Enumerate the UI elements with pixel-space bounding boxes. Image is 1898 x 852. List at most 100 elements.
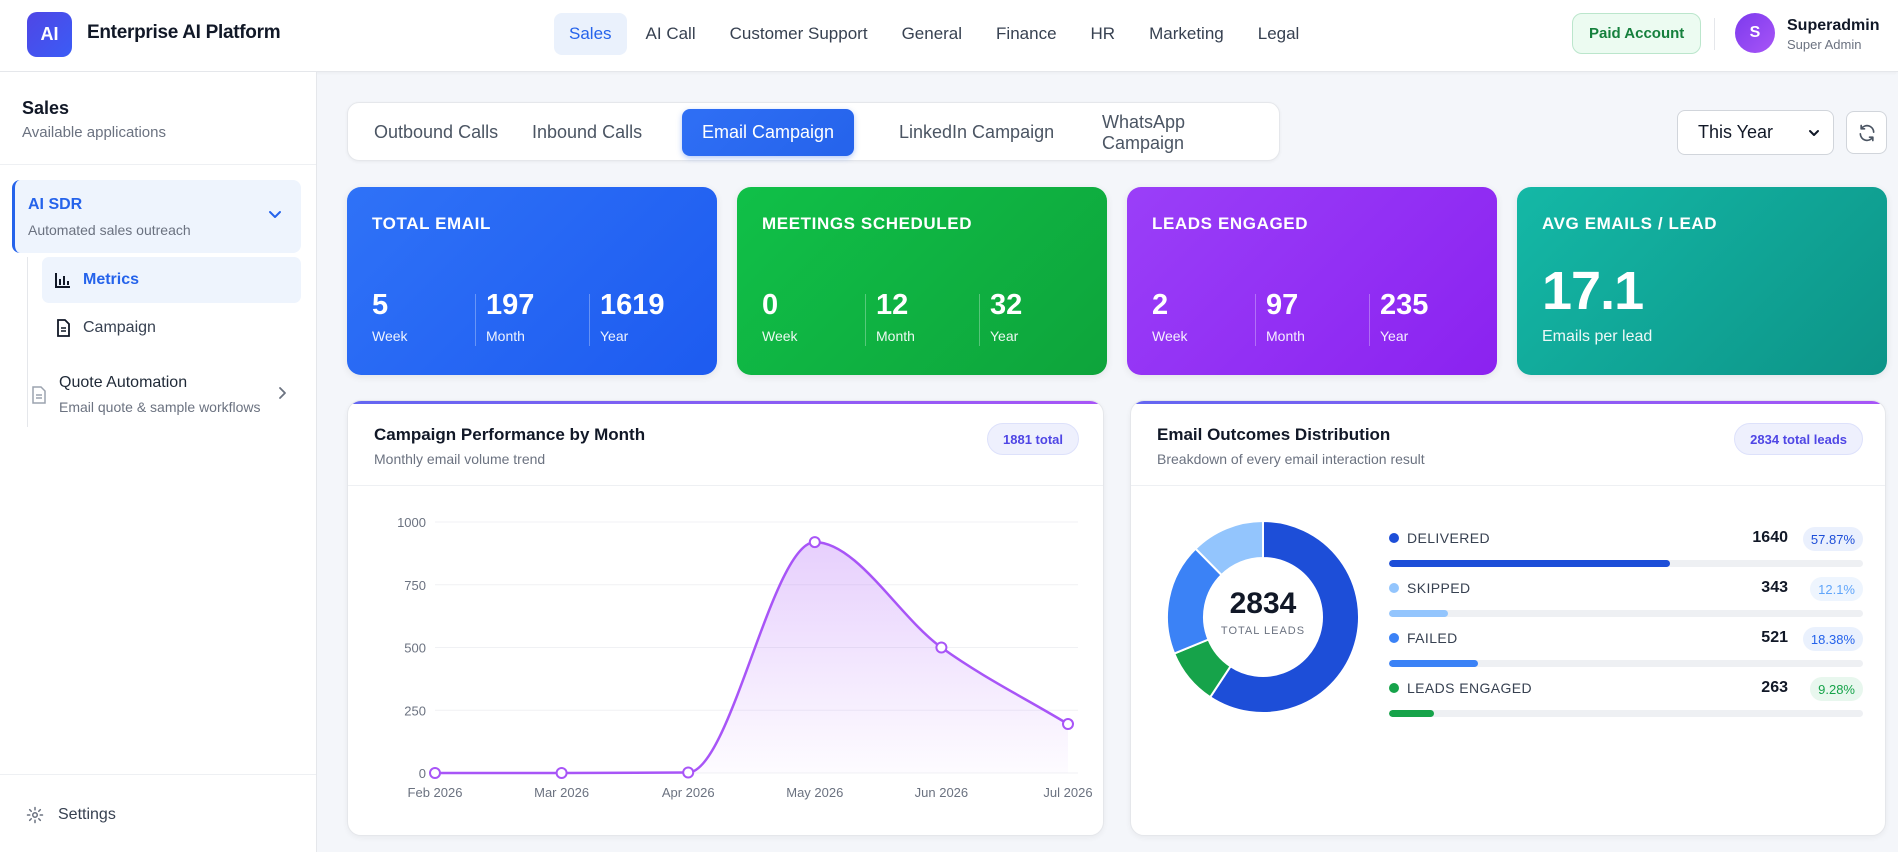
stat-year: 32 Year [990, 289, 1022, 344]
document-icon [32, 386, 46, 404]
x-tick-label: Jul 2026 [1043, 785, 1092, 800]
data-point[interactable] [808, 536, 821, 549]
nav-item-sales[interactable]: Sales [554, 13, 627, 55]
stat-separator [1369, 294, 1370, 346]
settings-link[interactable]: Settings [26, 806, 116, 824]
stat-value: 97 [1266, 289, 1299, 321]
stat-value: 1619 [600, 289, 665, 321]
data-point[interactable] [555, 767, 568, 779]
sidebar-title: Sales [22, 98, 70, 118]
tab-whatsapp-campaign[interactable]: WhatsApp Campaign [1102, 111, 1186, 153]
tab-outbound-calls[interactable]: Outbound Calls [374, 122, 499, 142]
stat-week: 2 Week [1152, 289, 1188, 344]
tree-line [27, 257, 28, 427]
nav-item-finance[interactable]: Finance [996, 24, 1057, 43]
settings-label: Settings [58, 806, 116, 823]
x-tick-label: May 2026 [786, 785, 843, 800]
chevron-right-icon[interactable] [273, 384, 291, 402]
avg-label: Emails per lead [1542, 328, 1653, 345]
nav-item-legal[interactable]: Legal [1257, 24, 1300, 43]
tab-inbound-calls[interactable]: Inbound Calls [532, 122, 643, 142]
sidebar-divider [0, 164, 316, 165]
legend-dot [1389, 533, 1399, 543]
stat-value: 32 [990, 289, 1023, 321]
donut-slice-delivered[interactable] [1208, 519, 1360, 714]
sidebar-app-quote-automation[interactable]: Quote Automation Email quote & sample wo… [27, 362, 301, 424]
donut-center-label: TOTAL LEADS [1220, 625, 1306, 637]
period-select-value: This Year [1698, 122, 1774, 142]
legend-progress-fill [1389, 610, 1448, 617]
panel-accent-line [348, 401, 1103, 404]
chevron-down-icon [1809, 130, 1819, 136]
tab-linkedin-campaign[interactable]: LinkedIn Campaign [899, 122, 1055, 142]
header-divider [1714, 18, 1715, 50]
period-select[interactable]: This Year [1677, 110, 1834, 155]
total-badge: 1881 total [987, 423, 1079, 455]
data-point[interactable] [429, 767, 441, 779]
stat-label: Year [600, 328, 629, 344]
legend-row-leads-engaged: LEADS ENGAGED 263 9.28% [1389, 677, 1863, 717]
chevron-down-icon[interactable] [263, 202, 287, 226]
brand-name: Enterprise AI Platform [87, 22, 281, 43]
nav-item-ai-call[interactable]: AI Call [645, 24, 696, 43]
total-leads-badge: 2834 total leads [1734, 423, 1863, 455]
sidebar-item-metrics[interactable]: Metrics [42, 257, 301, 303]
stat-value: 0 [762, 289, 779, 321]
legend-value: 1640 [1752, 529, 1788, 546]
stat-label: Month [1266, 328, 1305, 344]
refresh-icon [1859, 124, 1874, 141]
top-header: AI Enterprise AI Platform Sales AI Call … [0, 0, 1898, 72]
nav-item-hr[interactable]: HR [1090, 24, 1116, 43]
email-outcomes-panel: Email Outcomes Distribution Breakdown of… [1130, 400, 1886, 836]
legend-progress-track [1389, 610, 1863, 617]
legend-label: LEADS ENGAGED [1407, 680, 1533, 696]
donut-slice-skipped[interactable] [1194, 519, 1264, 577]
app-title: AI SDR [28, 196, 83, 213]
sidebar-item-campaign[interactable]: Campaign [42, 305, 301, 351]
legend-percent: 18.38% [1802, 627, 1863, 651]
donut-chart [1166, 519, 1360, 714]
data-point[interactable] [1062, 718, 1074, 731]
legend-dot [1389, 683, 1399, 693]
paid-account-badge[interactable]: Paid Account [1572, 13, 1702, 54]
legend-row-delivered: DELIVERED 1640 57.87% [1389, 527, 1863, 567]
stat-label: Month [486, 328, 525, 344]
stat-week: 5 Week [372, 289, 408, 344]
legend-label: SKIPPED [1407, 580, 1471, 596]
avg-value: 17.1 [1542, 261, 1644, 321]
sidebar-bottom-divider [0, 774, 316, 775]
data-point[interactable] [682, 766, 695, 779]
legend-percent: 12.1% [1810, 577, 1863, 601]
stat-label: Week [762, 328, 798, 344]
app-subtitle: Email quote & sample workflows [59, 399, 261, 415]
tab-email-campaign[interactable]: Email Campaign [682, 109, 855, 156]
panel-subtitle: Breakdown of every email interaction res… [1157, 451, 1425, 467]
data-point[interactable] [935, 641, 948, 654]
nav-item-general[interactable]: General [901, 24, 963, 43]
app-title: Quote Automation [59, 374, 188, 391]
stat-week: 0 Week [762, 289, 798, 344]
card-label: AVG EMAILS / LEAD [1542, 214, 1718, 233]
user-name[interactable]: Superadmin [1787, 17, 1880, 34]
stat-separator [589, 294, 590, 346]
legend-percent: 57.87% [1802, 527, 1863, 551]
legend-label: DELIVERED [1407, 530, 1490, 546]
user-avatar[interactable]: S [1735, 13, 1775, 53]
stat-value: 12 [876, 289, 909, 321]
y-tick-label: 750 [404, 578, 426, 593]
y-tick-label: 0 [419, 766, 426, 781]
refresh-button[interactable] [1846, 111, 1887, 154]
panel-accent-line [1131, 401, 1885, 404]
sidebar-app-ai-sdr[interactable]: AI SDR Automated sales outreach [12, 180, 301, 253]
nav-item-customer-support[interactable]: Customer Support [729, 24, 868, 43]
stat-month: 197 Month [486, 289, 534, 344]
stat-value: 2 [1152, 289, 1169, 321]
stat-month: 97 Month [1266, 289, 1305, 344]
sidebar: Sales Available applications AI SDR Auto… [0, 72, 317, 852]
legend-progress-track [1389, 560, 1863, 567]
panel-title: Campaign Performance by Month [374, 425, 646, 444]
legend-progress-fill [1389, 660, 1479, 667]
stat-separator [979, 294, 980, 346]
x-tick-label: Mar 2026 [534, 785, 589, 800]
nav-item-marketing[interactable]: Marketing [1149, 24, 1224, 43]
